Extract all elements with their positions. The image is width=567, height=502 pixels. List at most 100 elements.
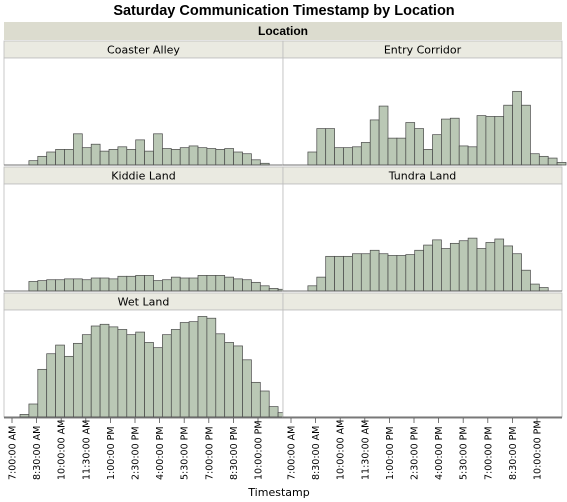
histogram-bar xyxy=(144,275,154,292)
histogram-bar xyxy=(55,279,65,292)
histogram-bar xyxy=(28,281,39,292)
histogram-bar xyxy=(170,149,181,166)
histogram-bar xyxy=(81,147,92,166)
panel-title: Coaster Alley xyxy=(107,44,180,57)
histogram-bar xyxy=(153,347,163,418)
histogram-bar xyxy=(55,344,65,418)
histogram-bar xyxy=(494,238,505,292)
histogram-bar xyxy=(46,279,56,292)
histogram-bar xyxy=(81,279,92,292)
panel-tundra-land: Tundra Land xyxy=(282,166,563,292)
histogram-bar xyxy=(307,151,318,166)
histogram-bar xyxy=(144,342,154,418)
histogram-bar xyxy=(170,329,181,418)
histogram-bar xyxy=(197,147,208,166)
histogram-bar xyxy=(233,278,243,292)
x-tick-label: 5:30:00 PM xyxy=(459,426,470,480)
histogram-bar xyxy=(387,137,398,166)
histogram-bar xyxy=(135,139,145,166)
histogram-bar xyxy=(503,104,513,166)
histogram-bar xyxy=(360,142,371,166)
histogram-bar xyxy=(153,133,163,166)
histogram-bar xyxy=(215,149,226,166)
histogram-bar xyxy=(55,149,65,166)
x-axis-left: 7:00:00 AM 8:30:00 AM 10:00:00 AM 11:30:00 … xyxy=(4,417,283,480)
histogram-bar xyxy=(46,353,56,418)
histogram-bar xyxy=(37,155,48,166)
x-tick-label: 5:30:00 PM xyxy=(180,426,191,480)
panel-title: Wet Land xyxy=(118,296,170,309)
x-tick-label: 11:30:00 AM xyxy=(360,420,371,480)
histogram-bar xyxy=(37,368,48,418)
histogram-bar xyxy=(414,128,424,166)
histogram-bar xyxy=(64,355,74,418)
histogram-bar xyxy=(162,279,172,292)
histogram-bar xyxy=(334,147,344,166)
x-tick-label: 7:00:00 AM xyxy=(8,426,19,480)
panel-coaster-alley: Coaster Alley xyxy=(3,40,284,166)
histogram-bar xyxy=(414,249,424,292)
histogram-bar xyxy=(449,242,460,292)
histogram-bar xyxy=(242,153,252,166)
x-tick-label: 7:00:00 PM xyxy=(204,426,215,480)
histogram-bar xyxy=(215,275,226,292)
histogram-bar xyxy=(259,285,270,292)
histogram-bar xyxy=(316,276,327,292)
histogram-bar xyxy=(530,153,540,166)
panel-entry-corridor: Entry Corridor xyxy=(282,40,567,166)
x-tick-label: 8:30:00 AM xyxy=(311,426,322,480)
histogram-bar xyxy=(405,254,416,292)
x-tick-label: 11:30:00 AM xyxy=(81,420,92,480)
histogram-bar xyxy=(224,276,234,292)
histogram-bar xyxy=(99,323,110,418)
x-tick-label: 4:00:00 PM xyxy=(155,426,166,480)
histogram-bar xyxy=(369,119,380,166)
histogram-bar xyxy=(485,242,496,292)
histogram-bar xyxy=(259,390,270,418)
histogram-bar xyxy=(233,345,243,418)
histogram-bar xyxy=(512,90,522,166)
x-tick-label: 7:00:00 AM xyxy=(287,426,298,480)
histogram-bar xyxy=(467,146,478,166)
panel-title: Entry Corridor xyxy=(384,44,462,57)
histogram-bar xyxy=(188,321,199,418)
histogram-bar xyxy=(449,117,460,166)
histogram-bar xyxy=(467,237,478,292)
histogram-bar xyxy=(441,248,451,292)
histogram-bar xyxy=(352,146,362,166)
plot-area xyxy=(3,183,284,292)
histogram-bar xyxy=(135,331,145,418)
histogram-bar xyxy=(360,253,371,292)
panel-title: Tundra Land xyxy=(388,170,457,183)
histogram-bar xyxy=(90,325,101,418)
histogram-bar xyxy=(224,342,234,418)
histogram-bar xyxy=(46,151,56,166)
x-axis: 7:00:00 AM 8:30:00 AM 10:00:00 AM 11:30:00 … xyxy=(4,417,562,480)
histogram-bar xyxy=(423,244,433,292)
panel-wet-land: Wet Land xyxy=(3,292,288,418)
histogram-bar xyxy=(64,278,74,292)
histogram-bar xyxy=(396,255,407,292)
x-tick-label: 1:00:00 PM xyxy=(385,426,396,480)
histogram-bar xyxy=(503,245,513,292)
histogram-bar xyxy=(512,253,522,292)
histogram-bar xyxy=(117,275,128,292)
histogram-bar xyxy=(73,133,83,166)
histogram-bar xyxy=(206,148,217,166)
histogram-bar xyxy=(188,277,199,292)
histogram-bar xyxy=(369,249,380,292)
histogram-bar xyxy=(343,147,353,166)
x-tick-label: 2:30:00 PM xyxy=(410,426,421,480)
histogram-bar xyxy=(396,137,407,166)
histogram-bar xyxy=(343,255,353,292)
histogram-bar xyxy=(494,116,505,166)
histogram-bar xyxy=(530,283,540,292)
histogram-bar xyxy=(242,359,252,418)
histogram-bar xyxy=(547,157,558,166)
x-tick-label: 10:00:00 PM xyxy=(533,420,544,480)
histogram-bar xyxy=(117,146,128,166)
x-tick-label: 4:00:00 PM xyxy=(434,426,445,480)
histogram-bar xyxy=(458,145,469,166)
